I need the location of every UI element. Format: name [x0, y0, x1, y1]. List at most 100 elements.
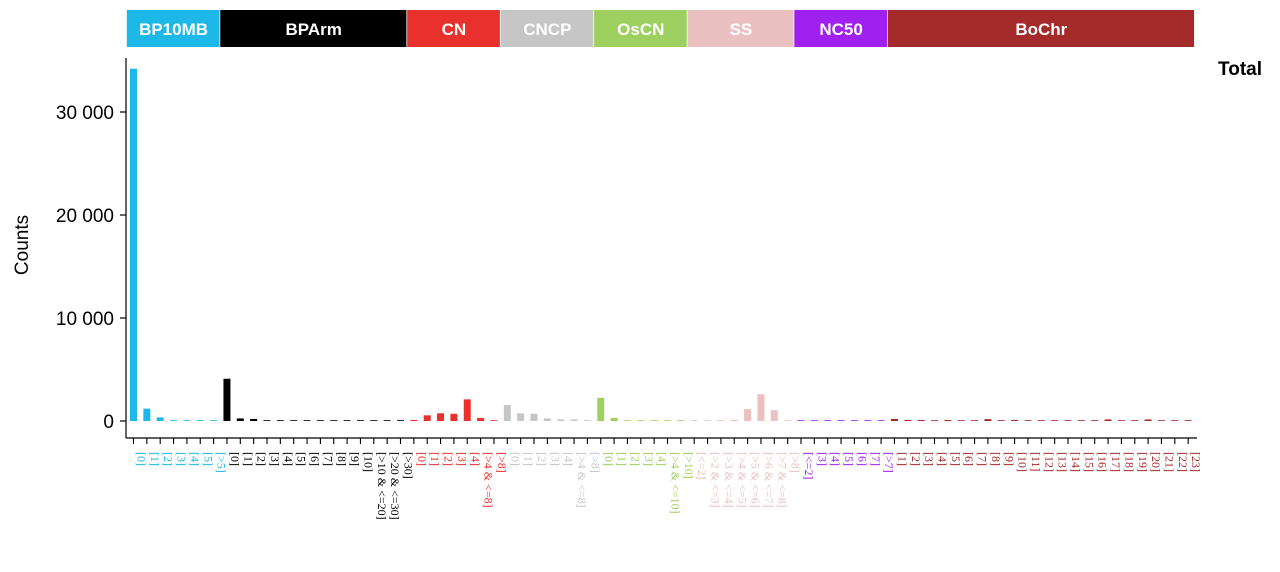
strip-label-nc50: NC50 [819, 20, 862, 39]
x-tick-label-bochr-9: [9] [1002, 452, 1016, 466]
bars [130, 68, 1192, 422]
bar-bochr-23 [1184, 420, 1192, 421]
x-tick-label-oscn-4: [4] [655, 452, 669, 466]
x-tick-label-bparm-1: [1] [241, 452, 255, 466]
x-tick-label-bp10mb-0: [0] [135, 452, 149, 466]
x-tick-label-bochr-16: [16] [1096, 452, 1110, 472]
bar-cncp-0 [503, 405, 511, 421]
x-tick-label-bparm-6: [6] [308, 452, 322, 466]
bar-bparm-4 [276, 420, 284, 421]
bar-ss-2-3 [704, 420, 712, 421]
bar-bparm-30 [397, 420, 404, 421]
bar-bochr-9 [997, 420, 1005, 421]
bar-bparm-10 [356, 420, 364, 421]
y-tick-label: 30 000 [56, 103, 114, 124]
x-tick-label-bp10mb-4: [4] [188, 452, 202, 466]
x-tick-label-oscn-0: [0] [602, 452, 616, 466]
x-tick-label-bparm-10-20: [>10 & <=20] [375, 452, 389, 520]
bar-cn-0 [410, 419, 418, 421]
x-tick-label-bparm-0: [0] [228, 452, 242, 466]
bar-ss-3-4 [717, 420, 725, 421]
strip-bparm [220, 10, 408, 47]
bar-cn-1 [423, 415, 431, 421]
bar-nc50-5 [837, 420, 845, 421]
x-tick-label-bochr-7: [7] [976, 452, 990, 466]
bar-ss-4-5 [730, 419, 738, 421]
bar-bp10mb-0 [130, 68, 137, 422]
bar-bochr-12 [1037, 420, 1045, 421]
x-tick-label-oscn-4-10: [>4 & <=10] [669, 452, 683, 514]
bar-bochr-10 [1011, 419, 1019, 421]
x-tick-label-nc50-2: [<=2] [802, 452, 816, 480]
x-tick-label-bp10mb-3: [3] [175, 452, 189, 466]
bar-bochr-7 [971, 420, 979, 421]
x-tick-label-bparm-5: [5] [295, 452, 309, 466]
bar-bochr-1 [890, 418, 898, 421]
bar-bparm-8 [330, 420, 338, 421]
strip-nc50 [794, 10, 888, 47]
bar-bochr-21 [1157, 420, 1165, 421]
x-tick-label-nc50-5: [5] [842, 452, 856, 466]
bar-bochr-4 [931, 420, 938, 421]
strip-bochr [887, 10, 1195, 47]
bar-nc50-7 [877, 420, 885, 421]
y-tick-label: 10 000 [56, 309, 114, 330]
bar-ss-8 [784, 420, 792, 421]
x-tick-label-bochr-17: [17] [1109, 452, 1123, 472]
x-tick-label-oscn-1: [1] [615, 452, 629, 466]
x-tick-label-cn-1: [1] [428, 452, 442, 466]
bar-bochr-2 [904, 419, 912, 421]
bar-cncp-4 [557, 419, 565, 421]
x-tick-label-bochr-5: [5] [949, 452, 963, 466]
x-tick-label-bparm-4: [4] [281, 452, 295, 466]
x-tick-label-oscn-2: [2] [628, 452, 642, 466]
strip-oscn [594, 10, 688, 47]
bar-cn-4 [463, 399, 471, 421]
x-tick-label-cn-2: [2] [442, 452, 456, 466]
x-tick-label-oscn-10: [>10] [682, 452, 696, 479]
bar-bp10mb-4 [183, 420, 191, 421]
strip-label-bp10mb: BP10MB [139, 20, 208, 39]
x-tick-label-nc50-4: [4] [829, 452, 843, 466]
x-tick-label-oscn-3: [3] [642, 452, 656, 466]
bar-bochr-22 [1171, 420, 1179, 421]
strip-label-cn: CN [442, 20, 467, 39]
x-tick-label-cn-0: [0] [415, 452, 429, 466]
x-tick-label-bochr-15: [15] [1082, 452, 1096, 472]
bar-oscn-1 [610, 417, 618, 421]
bar-cn-3 [450, 413, 458, 421]
x-tick-label-cn-8: [>8] [495, 452, 509, 473]
bar-oscn-4 [650, 420, 658, 421]
x-tick-label-bochr-18: [18] [1122, 452, 1136, 472]
x-tick-label-ss-7-8: [>7 & <=8] [775, 452, 789, 508]
x-tick-label-bochr-6: [6] [962, 452, 976, 466]
x-tick-label-bp10mb-5: [>5] [215, 452, 229, 473]
bar-ss-2 [690, 420, 698, 421]
bar-bparm-20-30 [383, 420, 391, 421]
x-tick-label-nc50-6: [6] [855, 452, 869, 466]
bar-bochr-5 [944, 419, 952, 421]
x-tick-label-bparm-9: [9] [348, 452, 362, 466]
bar-bochr-16 [1091, 420, 1099, 421]
facet-strips: BP10MB BPArm CN CNCP OsCN SS NC50 BoChr [126, 10, 1196, 47]
x-axis [126, 437, 1197, 444]
x-tick-label-bp10mb-5: [5] [201, 452, 215, 466]
x-tick-label-cn-4-8: [>4 & <=8] [482, 452, 496, 508]
x-tick-label-bp10mb-1: [1] [148, 452, 162, 466]
x-tick-label-ss-2: [<=2] [695, 452, 709, 480]
bar-cn-2 [437, 413, 445, 421]
x-tick-label-cncp-1: [1] [522, 452, 536, 466]
x-tick-label-cncp-8: [>8] [588, 452, 602, 473]
bar-nc50-7 [864, 420, 872, 421]
bar-bparm-5 [290, 420, 298, 421]
bar-cncp-2 [530, 413, 538, 421]
x-tick-label-bparm-3: [3] [268, 452, 282, 466]
x-tick-label-cn-4: [4] [468, 452, 482, 466]
strip-bp10mb [126, 10, 221, 47]
x-tick-label-nc50-7: [7] [869, 452, 883, 466]
x-tick-label-cncp-3: [3] [548, 452, 562, 466]
strip-label-ss: SS [730, 20, 753, 39]
bar-bochr-17 [1104, 419, 1112, 421]
bar-bochr-19 [1131, 420, 1139, 421]
